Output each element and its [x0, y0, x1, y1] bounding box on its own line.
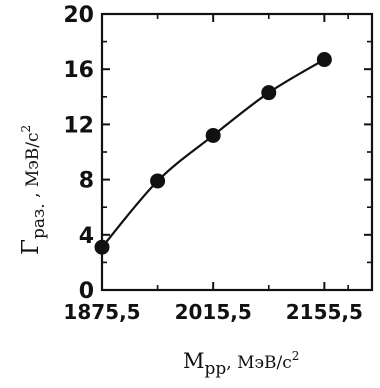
plot-frame [100, 12, 374, 292]
y-tick-label: 12 [63, 113, 94, 138]
y-axis-label-sub: раз. [29, 203, 49, 239]
x-tick-label: 2015,5 [175, 300, 252, 324]
y-axis-ticks: 0 4 8 12 16 20 [63, 3, 372, 304]
y-tick-label: 0 [79, 279, 94, 304]
x-axis-label-sup: 2 [292, 349, 300, 363]
x-tick-label: 1875,5 [63, 300, 140, 324]
x-tick-label: 2155,5 [286, 300, 363, 324]
data-point [316, 52, 332, 68]
x-axis-label-main: M [183, 349, 205, 373]
data-point [94, 239, 110, 255]
y-tick-label: 8 [79, 169, 94, 194]
y-axis-label-main: Γ [18, 239, 44, 255]
y-axis-label-unit: , МэВ/с [23, 132, 43, 203]
y-tick-label: 20 [63, 3, 94, 28]
x-axis-label: Mpp, МэВ/с2 [183, 349, 299, 379]
y-axis-label-sup: 2 [19, 125, 33, 133]
data-point [261, 85, 277, 101]
data-point [150, 173, 166, 189]
y-tick-label: 16 [63, 58, 94, 83]
y-tick-label: 4 [79, 224, 94, 249]
x-axis-label-unit: , МэВ/с [226, 353, 291, 373]
y-axis-label: Γраз. , МэВ/с2 [18, 125, 49, 255]
series-curve-group [101, 58, 325, 248]
series-points-group [94, 52, 332, 255]
data-point [205, 127, 221, 143]
plot-frame-group [100, 12, 374, 292]
x-axis-ticks: 1875,5 2015,5 2155,5 [63, 14, 363, 324]
series-line [101, 58, 325, 248]
x-axis-label-sub: pp [205, 359, 227, 379]
